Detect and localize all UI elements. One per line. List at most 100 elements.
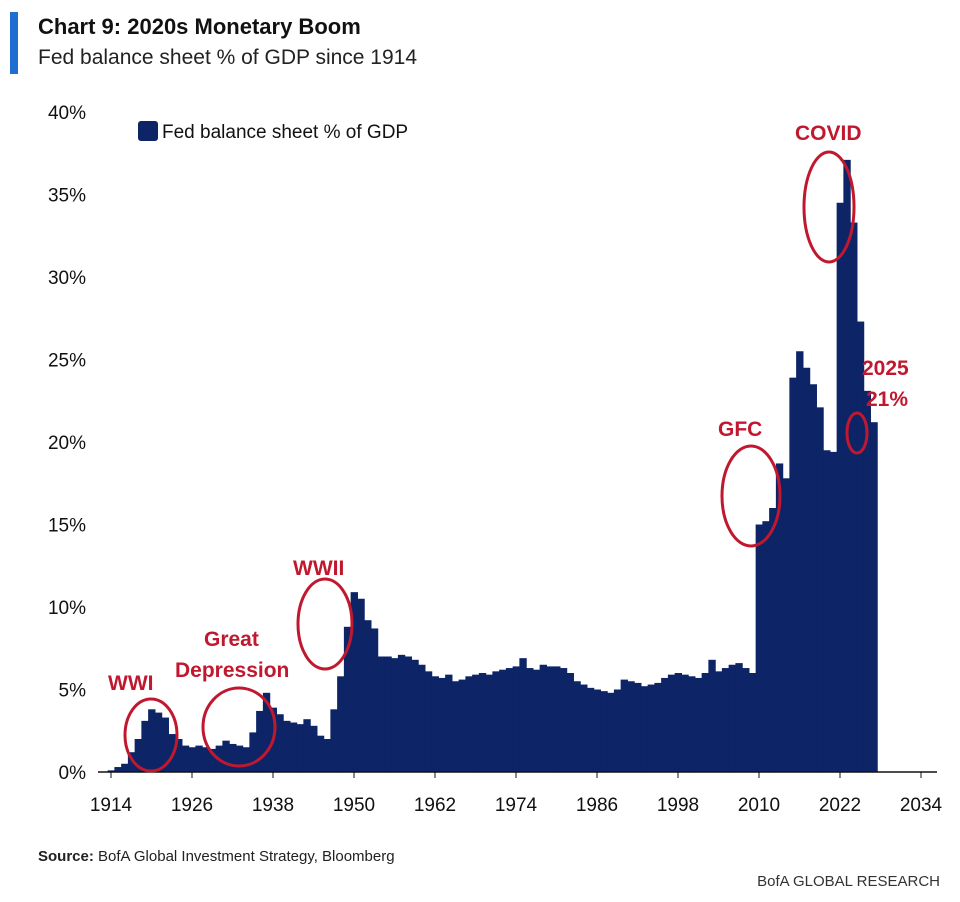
bar (748, 673, 757, 772)
bar (701, 673, 709, 772)
bar (364, 620, 372, 772)
bar (580, 684, 588, 772)
bar (769, 508, 777, 772)
bar (141, 720, 149, 772)
annotation-circle-gfc (720, 444, 782, 548)
bar (181, 745, 190, 772)
bar (445, 674, 453, 772)
bar (607, 692, 615, 772)
bar (546, 666, 554, 772)
x-tick-label: 2034 (900, 795, 943, 816)
bar (465, 676, 473, 772)
y-tick-label: 30% (48, 268, 86, 289)
bar (654, 682, 662, 772)
bar (127, 752, 136, 772)
bar (161, 717, 169, 772)
bar (728, 664, 736, 772)
annotation-gfc: GFC (718, 418, 762, 441)
annotation-covid: COVID (795, 122, 862, 145)
bar (316, 735, 325, 772)
x-tick-label: 1914 (90, 795, 133, 816)
bar (721, 668, 730, 772)
bar (688, 676, 696, 772)
annotation-circle-2025 (845, 411, 869, 455)
annotation-21-percent: 21% (866, 388, 908, 411)
bar (586, 687, 595, 772)
bar (107, 770, 115, 772)
bar (755, 524, 763, 772)
bar (235, 745, 244, 772)
bar (627, 681, 635, 772)
bar (836, 202, 844, 772)
annotation-2025: 2025 (862, 357, 909, 380)
brand-label: BofA GLOBAL RESEARCH (757, 873, 940, 890)
bar (310, 725, 318, 772)
annotation-circle-depression (201, 686, 277, 768)
bar (667, 674, 676, 772)
x-tick-label: 1998 (657, 795, 699, 816)
x-axis: 1914 1926 1938 1950 1962 1974 1986 1998 2010 2022… (90, 772, 943, 816)
bar (742, 668, 750, 772)
bar (114, 767, 122, 772)
bar (708, 659, 716, 772)
bar (559, 668, 568, 772)
y-tick-label: 20% (48, 433, 86, 454)
bar (343, 626, 352, 772)
bar (276, 714, 284, 772)
bar (539, 664, 547, 772)
bar (850, 222, 858, 773)
title-accent-bar (10, 12, 18, 74)
bar (330, 709, 338, 772)
bar (472, 674, 480, 772)
bar (175, 739, 183, 772)
bar-series (107, 159, 878, 773)
annotation-circle-wwi (123, 697, 179, 773)
bar (377, 656, 385, 772)
bar (323, 739, 331, 772)
bar (870, 422, 878, 772)
bar (195, 745, 203, 772)
bar (782, 478, 790, 772)
annotations: WWI Great Depression WWII GFC COVID 2025… (108, 122, 909, 773)
annotation-wwii: WWII (293, 557, 344, 580)
bar (593, 689, 601, 772)
bar (451, 681, 460, 772)
bar (357, 598, 365, 772)
bar (249, 732, 257, 772)
bar (681, 674, 689, 772)
bar (573, 681, 581, 772)
chart-title: Chart 9: 2020s Monetary Boom (38, 14, 361, 39)
bar (863, 390, 871, 772)
bar (418, 664, 426, 772)
bar (620, 679, 628, 772)
bar (802, 367, 811, 772)
bar (370, 628, 379, 772)
bar (553, 666, 561, 772)
bar (289, 722, 298, 772)
y-tick-label: 35% (48, 186, 86, 207)
bar (208, 748, 217, 772)
annotation-depression: Depression (175, 659, 289, 682)
bar (816, 407, 824, 772)
bar (148, 709, 156, 772)
bar (431, 676, 439, 772)
bar (283, 720, 291, 772)
bar (789, 377, 797, 772)
bar (526, 668, 534, 772)
legend-label: Fed balance sheet % of GDP (162, 122, 408, 143)
x-tick-label: 1986 (576, 795, 618, 816)
y-tick-label: 5% (59, 681, 87, 702)
x-tick-label: 1974 (495, 795, 538, 816)
x-tick-label: 1962 (414, 795, 456, 816)
x-tick-label: 1926 (171, 795, 213, 816)
bar (485, 674, 493, 772)
bar (499, 669, 507, 772)
bar (384, 656, 392, 772)
x-tick-label: 1938 (252, 795, 294, 816)
bar (242, 747, 250, 772)
bar (512, 666, 520, 772)
bar (694, 677, 703, 772)
y-tick-label: 25% (48, 351, 86, 372)
bar (458, 679, 466, 772)
